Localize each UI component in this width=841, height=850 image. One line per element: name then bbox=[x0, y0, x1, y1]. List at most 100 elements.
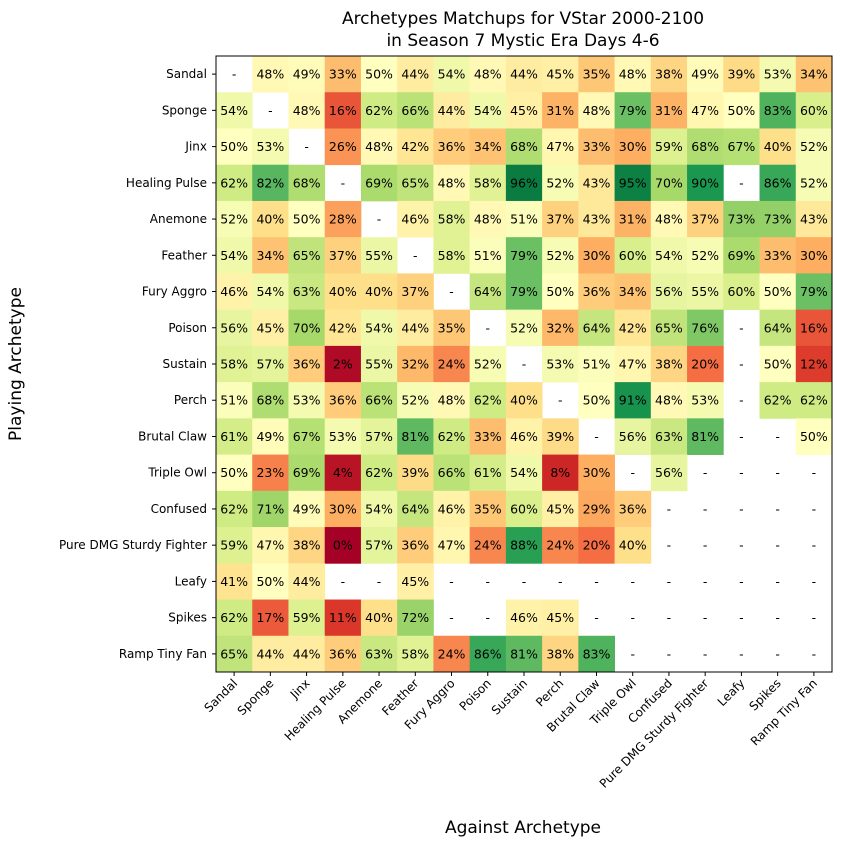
cell-value-label: 43% bbox=[583, 175, 611, 190]
cell-value-label: 35% bbox=[583, 67, 611, 82]
heatmap-cell bbox=[252, 309, 289, 347]
y-tick-label: Jinx bbox=[184, 140, 207, 154]
cell-value-label: 44% bbox=[256, 646, 284, 661]
cell-value-label: 81% bbox=[401, 429, 429, 444]
heatmap-cell bbox=[542, 309, 579, 347]
heatmap-cell bbox=[723, 200, 760, 238]
cell-value-label: 41% bbox=[220, 574, 248, 589]
cell-value-label: 68% bbox=[510, 139, 538, 154]
chart-title-line2: in Season 7 Mystic Era Days 4-6 bbox=[386, 31, 659, 51]
cell-value-label: 62% bbox=[220, 501, 248, 516]
cell-value-label: - bbox=[667, 538, 672, 553]
cell-value-label: 67% bbox=[293, 429, 321, 444]
cell-value-label: 50% bbox=[728, 103, 756, 118]
cell-value-label: 60% bbox=[800, 103, 828, 118]
cell-value-label: 63% bbox=[655, 429, 683, 444]
cell-value-label: 51% bbox=[474, 248, 502, 263]
cell-value-label: 60% bbox=[728, 284, 756, 299]
heatmap-cell bbox=[288, 200, 326, 238]
cell-value-label: 50% bbox=[764, 284, 792, 299]
heatmap-cell bbox=[723, 273, 760, 311]
heatmap-cell bbox=[216, 490, 253, 528]
cell-value-label: - bbox=[304, 139, 309, 154]
heatmap-cell bbox=[614, 128, 652, 166]
cell-value-label: 47% bbox=[256, 538, 284, 553]
cell-value-label: 33% bbox=[583, 139, 611, 154]
cell-value-label: 44% bbox=[510, 67, 538, 82]
cell-value-label: 30% bbox=[583, 248, 611, 263]
heatmap-cell bbox=[216, 345, 253, 383]
cell-value-label: - bbox=[739, 574, 744, 589]
cell-value-label: 59% bbox=[293, 610, 321, 625]
cell-value-label: 30% bbox=[619, 139, 647, 154]
heatmap-cell bbox=[469, 490, 507, 528]
cell-value-label: 59% bbox=[655, 139, 683, 154]
heatmap-cell bbox=[469, 418, 507, 455]
cell-value-label: 55% bbox=[691, 284, 719, 299]
heatmap-cell bbox=[397, 128, 434, 166]
heatmap-cell bbox=[542, 454, 579, 492]
heatmap-cell bbox=[252, 418, 289, 455]
heatmap-cell bbox=[505, 237, 543, 274]
cell-value-label: - bbox=[775, 501, 780, 516]
cell-value-label: - bbox=[703, 574, 708, 589]
cell-value-label: 42% bbox=[401, 139, 429, 154]
cell-value-label: 31% bbox=[655, 103, 683, 118]
cell-value-label: 58% bbox=[438, 248, 466, 263]
cell-value-label: 57% bbox=[256, 357, 284, 372]
heatmap-cell bbox=[795, 273, 833, 311]
heatmap-cell bbox=[216, 527, 253, 564]
heatmap-cell bbox=[288, 92, 326, 129]
heatmap-cell bbox=[288, 563, 326, 600]
cell-value-label: 53% bbox=[546, 357, 574, 372]
cell-value-label: 61% bbox=[220, 429, 248, 444]
heatmap-cell bbox=[505, 128, 543, 166]
heatmap-cell bbox=[578, 128, 615, 166]
cell-value-label: 64% bbox=[401, 501, 429, 516]
heatmap-cell bbox=[578, 527, 615, 564]
heatmap-cell bbox=[578, 237, 615, 274]
cell-value-label: 23% bbox=[256, 465, 284, 480]
cell-value-label: 35% bbox=[438, 320, 466, 335]
cell-value-label: 45% bbox=[546, 501, 574, 516]
heatmap-cell bbox=[433, 128, 471, 166]
heatmap-cell bbox=[324, 237, 362, 274]
y-tick-label: Brutal Claw bbox=[138, 429, 207, 443]
heatmap-cell bbox=[650, 418, 688, 455]
cell-value-label: 57% bbox=[365, 538, 393, 553]
cell-value-label: 79% bbox=[510, 248, 538, 263]
heatmap-cell bbox=[795, 92, 833, 129]
cell-value-label: - bbox=[775, 429, 780, 444]
heatmap-cell bbox=[324, 345, 362, 383]
cell-value-label: 48% bbox=[438, 175, 466, 190]
cell-value-label: 45% bbox=[546, 610, 574, 625]
cell-value-label: - bbox=[739, 429, 744, 444]
cell-value-label: 62% bbox=[365, 465, 393, 480]
cell-value-label: 17% bbox=[256, 610, 284, 625]
cell-value-label: 64% bbox=[474, 284, 502, 299]
y-axis-label: Playing Archetype bbox=[6, 287, 26, 441]
heatmap-cell bbox=[759, 237, 797, 274]
heatmap-cell bbox=[542, 200, 579, 238]
heatmap-cell bbox=[795, 382, 833, 419]
cell-value-label: 47% bbox=[691, 103, 719, 118]
heatmap-cell bbox=[469, 237, 507, 274]
cell-value-label: 31% bbox=[619, 212, 647, 227]
cell-value-label: 34% bbox=[619, 284, 647, 299]
heatmap-cell bbox=[469, 273, 507, 311]
cell-value-label: 66% bbox=[401, 103, 429, 118]
heatmap-cell bbox=[469, 164, 507, 202]
cell-value-label: 68% bbox=[691, 139, 719, 154]
heatmap-cell bbox=[614, 92, 652, 129]
cell-value-label: - bbox=[558, 393, 563, 408]
cell-value-label: 40% bbox=[510, 393, 538, 408]
cell-value-label: 62% bbox=[800, 393, 828, 408]
cell-value-label: - bbox=[558, 574, 563, 589]
cell-value-label: 50% bbox=[220, 139, 248, 154]
cell-value-label: 39% bbox=[546, 429, 574, 444]
heatmap-cell bbox=[216, 563, 253, 600]
heatmap-cell bbox=[687, 237, 724, 274]
cell-value-label: 62% bbox=[220, 610, 248, 625]
cell-value-label: 52% bbox=[220, 212, 248, 227]
heatmap-cell bbox=[650, 164, 688, 202]
